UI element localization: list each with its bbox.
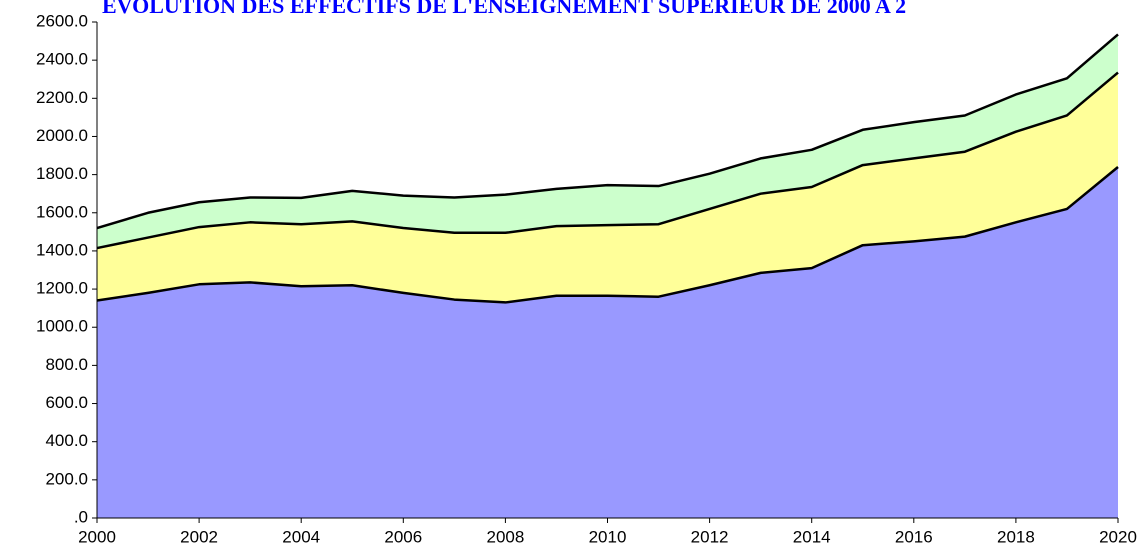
x-tick-label: 2018 [997,527,1035,546]
x-tick-label: 2002 [180,527,218,546]
y-tick-label: 1400.0 [36,240,88,259]
x-tick-label: 2016 [895,527,933,546]
chart-title: EVOLUTION DES EFFECTIFS DE L'ENSEIGNEMEN… [102,0,906,18]
y-tick-label: 2000.0 [36,126,88,145]
y-tick-label: 1000.0 [36,317,88,336]
y-tick-label: .0 [74,507,88,526]
y-tick-label: 1600.0 [36,202,88,221]
y-tick-label: 1200.0 [36,279,88,298]
x-tick-label: 2006 [384,527,422,546]
x-tick-label: 2012 [691,527,729,546]
y-tick-label: 2600.0 [36,11,88,30]
area-line [96,71,1119,250]
x-tick-label: 2010 [589,527,627,546]
x-tick-label: 2020 [1099,527,1137,546]
y-tick-label: 400.0 [45,431,88,450]
y-tick-label: 200.0 [45,469,88,488]
x-tick-label: 2008 [486,527,524,546]
y-tick-label: 800.0 [45,355,88,374]
y-tick-label: 600.0 [45,393,88,412]
x-tick-label: 2000 [78,527,116,546]
area-fill [97,166,1118,518]
area-line [96,33,1119,230]
x-tick-label: 2014 [793,527,831,546]
area-line [96,166,1119,304]
y-tick-label: 2200.0 [36,88,88,107]
area-fill [97,34,1118,249]
y-tick-label: 2400.0 [36,50,88,69]
x-tick-label: 2004 [282,527,320,546]
y-tick-label: 1800.0 [36,164,88,183]
